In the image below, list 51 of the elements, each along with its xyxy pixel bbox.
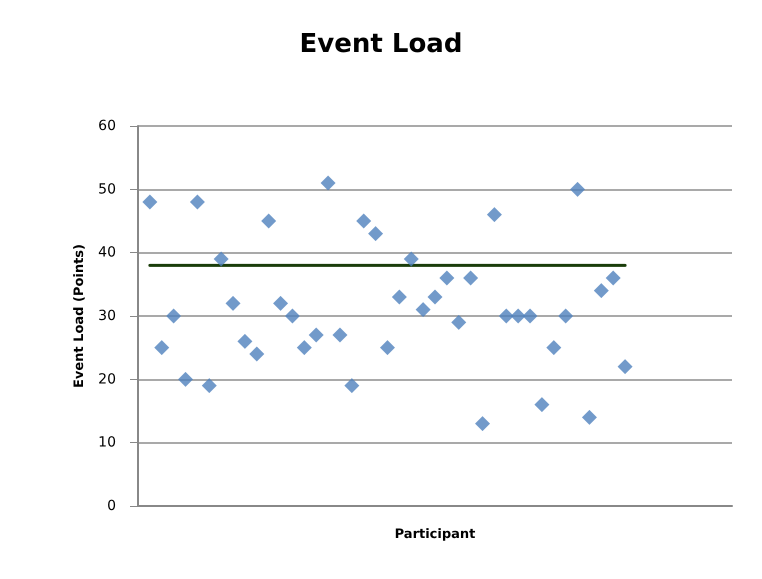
point [582,410,597,425]
x-axis-title: Participant [394,527,476,542]
point [142,194,158,210]
y-tick-label: 0 [107,498,116,514]
point [618,359,633,374]
point [249,346,264,362]
y-tick-label: 30 [98,308,116,324]
y-tick-label: 40 [98,244,116,261]
point [498,308,514,324]
point [261,214,276,228]
point [570,182,586,197]
point [344,378,360,394]
point [237,334,252,349]
point [522,308,538,324]
point [439,270,454,286]
y-tick-label: 50 [98,181,116,198]
point [226,296,241,311]
y-axis-title: Event Load (Points) [72,244,87,388]
point [332,328,348,342]
point [606,270,621,286]
point [202,378,217,394]
point [214,252,229,266]
point [451,314,466,330]
point [594,283,609,298]
chart-title: Event Load [300,29,462,59]
point [273,296,288,311]
y-tick-label: 20 [98,371,116,388]
point [463,270,478,286]
point [546,340,562,356]
y-tick-label: 60 [98,118,116,134]
point [416,302,431,318]
point [486,207,502,222]
point [404,252,419,266]
point [190,194,205,210]
point [380,340,395,356]
point [534,397,550,412]
y-tick-label: 10 [98,434,116,451]
point [428,290,442,304]
point [320,176,336,190]
point [178,372,194,387]
point [392,290,407,304]
point [558,308,574,324]
point [308,328,324,342]
point [368,226,384,242]
point [475,416,490,432]
point [356,214,372,228]
point [166,308,182,324]
point [284,308,300,324]
point [154,340,170,356]
point [296,340,312,356]
point [510,308,526,324]
